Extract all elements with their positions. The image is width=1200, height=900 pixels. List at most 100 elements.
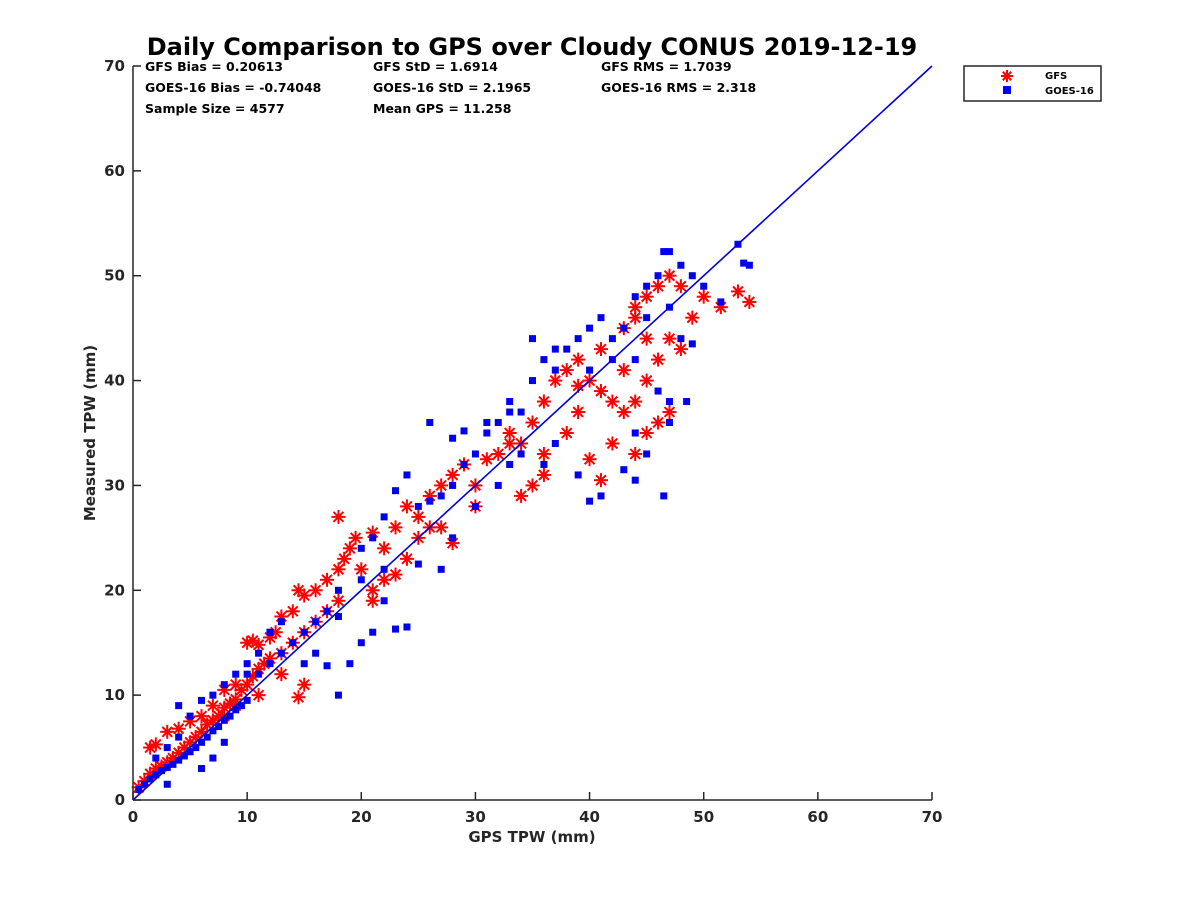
- legend-gfs-asterisk: [1001, 70, 1013, 82]
- goes16-point: [608, 335, 616, 343]
- y-tick-label: 10: [104, 686, 125, 704]
- goes16-point: [529, 335, 536, 343]
- goes16-point: [563, 345, 571, 353]
- legend-goes-marker: [1003, 86, 1011, 94]
- goes16-point: [540, 356, 548, 364]
- gfs-point: [251, 688, 266, 703]
- legend: GFS GOES-16: [963, 65, 1102, 102]
- gfs-point: [274, 667, 289, 682]
- goes16-point: [192, 744, 200, 752]
- gfs-point: [297, 588, 312, 603]
- gfs-point: [651, 415, 666, 430]
- legend-gfs-label: GFS: [1045, 71, 1067, 82]
- goes16-point: [586, 366, 594, 374]
- goes16-point: [426, 497, 434, 505]
- goes16-point: [449, 534, 457, 542]
- x-tick-label: 30: [465, 808, 486, 826]
- stat-mean-gps: Mean GPS = 11.258: [373, 101, 511, 116]
- gfs-point: [434, 520, 449, 535]
- goes16-point: [517, 450, 525, 458]
- goes16-point: [471, 502, 479, 510]
- goes16-point: [551, 439, 559, 447]
- goes16-point: [163, 780, 171, 788]
- stat-goes-bias: GOES-16 Bias = -0.74048: [145, 80, 321, 95]
- goes16-point: [186, 748, 194, 756]
- goes16-point: [215, 723, 223, 731]
- gfs-point: [399, 499, 414, 514]
- goes16-point: [517, 408, 525, 416]
- gfs-point: [651, 352, 666, 367]
- goes16-point: [175, 756, 183, 764]
- goes16-point: [631, 356, 639, 364]
- y-tick-label: 60: [104, 162, 125, 180]
- goes16-point: [392, 625, 400, 633]
- gfs-point: [548, 373, 563, 388]
- stat-goes-rms: GOES-16 RMS = 2.318: [601, 80, 756, 95]
- goes16-point: [357, 639, 365, 647]
- gfs-point: [285, 604, 300, 619]
- gfs-point: [348, 530, 363, 545]
- goes16-point: [745, 261, 753, 269]
- goes16-point: [665, 248, 673, 256]
- stat-gfs-std: GFS StD = 1.6914: [373, 59, 498, 74]
- goes16-point: [334, 613, 342, 620]
- gfs-point: [536, 394, 551, 409]
- goes16-point: [152, 771, 160, 779]
- goes16-point: [643, 282, 651, 290]
- goes16-point: [357, 576, 365, 584]
- gfs-point: [502, 436, 517, 451]
- goes16-point: [654, 387, 662, 395]
- y-tick-label: 50: [104, 267, 125, 285]
- gfs-point: [308, 583, 323, 598]
- goes16-point: [175, 702, 183, 710]
- gfs-point: [605, 394, 620, 409]
- gfs-point: [377, 541, 392, 556]
- gfs-point: [662, 268, 677, 283]
- gfs-point: [616, 405, 631, 420]
- gfs-point: [377, 572, 392, 587]
- goes16-point: [631, 429, 639, 437]
- goes16-point: [688, 340, 696, 348]
- plot-marks: [131, 65, 933, 801]
- goes16-point: [740, 259, 748, 267]
- goes16-point: [449, 481, 457, 489]
- stat-sample-size: Sample Size = 4577: [145, 101, 285, 116]
- goes16-point: [277, 618, 285, 626]
- gfs-point: [639, 331, 654, 346]
- goes16-point: [506, 460, 514, 468]
- goes16-point: [186, 712, 194, 720]
- gfs-point: [662, 405, 677, 420]
- goes16-point: [312, 649, 320, 657]
- gfs-point: [639, 289, 654, 304]
- goes16-point: [140, 780, 148, 788]
- goes16-point: [232, 670, 240, 678]
- goes16-point: [334, 691, 342, 699]
- gfs-point: [582, 452, 597, 467]
- goes16-point: [226, 712, 234, 720]
- goes16-point: [631, 476, 639, 484]
- x-tick-label: 70: [922, 808, 943, 826]
- goes16-point: [197, 738, 205, 746]
- goes16-point: [574, 335, 582, 343]
- gfs-point: [434, 478, 449, 493]
- goes16-point: [266, 628, 274, 636]
- gfs-point: [331, 562, 346, 577]
- goes16-point: [660, 248, 668, 256]
- gfs-point: [628, 310, 643, 325]
- goes16-point: [586, 497, 594, 505]
- goes16-point: [158, 767, 166, 775]
- x-tick-label: 40: [579, 808, 600, 826]
- goes16-point: [300, 660, 308, 668]
- goes16-point: [255, 670, 263, 678]
- goes16-point: [163, 744, 171, 752]
- goes16-point: [180, 752, 188, 760]
- gfs-point: [673, 342, 688, 357]
- chart-title: Daily Comparison to GPS over Cloudy CONU…: [147, 33, 918, 61]
- goes16-point: [460, 427, 468, 435]
- goes16-point: [551, 366, 559, 374]
- goes16-point: [597, 492, 605, 500]
- y-tick-label: 40: [104, 372, 125, 390]
- goes16-point: [449, 434, 457, 442]
